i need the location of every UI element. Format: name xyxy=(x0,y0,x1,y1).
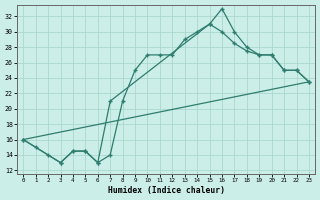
X-axis label: Humidex (Indice chaleur): Humidex (Indice chaleur) xyxy=(108,186,225,195)
